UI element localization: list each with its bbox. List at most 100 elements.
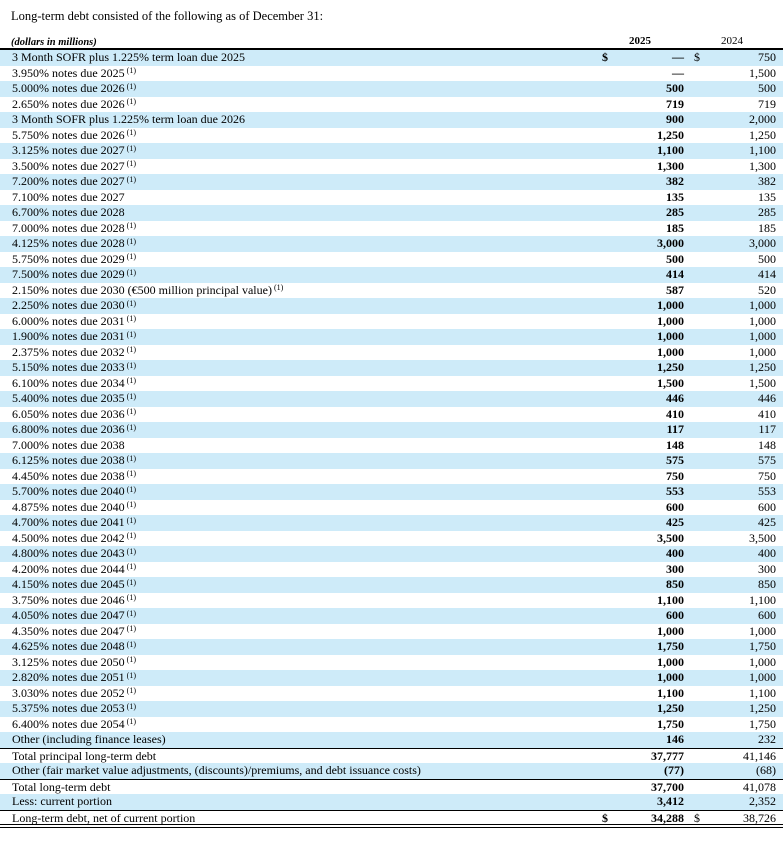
dollar-sign (688, 376, 694, 392)
value-2024: 2,352 (688, 794, 776, 810)
dollar-sign (688, 469, 694, 485)
row-label: 4.050% notes due 2047 (1) (0, 608, 596, 624)
row-label-text: Total long-term debt (12, 779, 111, 794)
value-2025: 3,500 (596, 531, 684, 547)
footnote-marker: (1) (126, 546, 136, 556)
value-2025: 425 (596, 515, 684, 531)
long-term-debt-table: (dollars in millions) 2025 2024 3 Month … (0, 32, 783, 828)
row-label: 4.700% notes due 2041 (1) (0, 515, 596, 531)
row-label: 5.000% notes due 2026 (1) (0, 81, 596, 97)
value-2024-amount: 446 (758, 391, 776, 405)
row-label: 4.150% notes due 2045 (1) (0, 577, 596, 593)
value-2025: 1,500 (596, 376, 684, 392)
dollar-sign (688, 732, 694, 748)
row-label: 3 Month SOFR plus 1.225% term loan due 2… (0, 112, 596, 128)
table-row: 3 Month SOFR plus 1.225% term loan due 2… (0, 50, 783, 66)
value-2024-amount: 3,500 (749, 530, 776, 545)
value-2024-amount: 1,250 (749, 360, 776, 374)
value-2025: 1,000 (596, 314, 684, 330)
value-2024-amount: 1,250 (749, 701, 776, 715)
value-2025: 410 (596, 407, 684, 423)
table-header-row: (dollars in millions) 2025 2024 (0, 32, 783, 50)
value-2025: 1,250 (596, 360, 684, 376)
footnote-marker: (1) (126, 717, 136, 726)
dollar-sign (596, 639, 602, 655)
dollar-sign (688, 763, 694, 779)
table-row: 7.100% notes due 2027 135 135 (0, 189, 783, 205)
value-2025-amount: 37,777 (651, 748, 684, 763)
dollar-sign (596, 577, 602, 593)
value-2024-amount: (68) (756, 763, 776, 777)
dollar-sign (688, 407, 694, 423)
value-2025: 553 (596, 484, 684, 500)
value-2024: 41,146 (688, 749, 776, 764)
row-label-text: 6.050% notes due 2036 (12, 406, 125, 421)
row-label-text: 7.000% notes due 2038 (12, 437, 125, 452)
value-2025-amount: 146 (666, 732, 684, 746)
dollar-sign: $ (602, 810, 608, 825)
value-2025-amount: 850 (666, 577, 684, 591)
table-row: 3.750% notes due 2046 (1) 1,100 1,100 (0, 592, 783, 608)
table-row: Long-term debt, net of current portion $… (0, 809, 783, 828)
dollar-sign (596, 749, 602, 764)
row-label: 3.125% notes due 2027 (1) (0, 143, 596, 159)
value-2025: 285 (596, 205, 684, 221)
value-2024: 3,500 (688, 531, 776, 547)
value-2025-amount: 600 (666, 499, 684, 514)
value-2025-amount: 587 (666, 282, 684, 297)
value-2025-amount: 285 (666, 205, 684, 219)
value-2025: 850 (596, 577, 684, 593)
footnote-marker: (1) (126, 639, 136, 649)
value-2025: 1,000 (596, 345, 684, 361)
row-label: 5.750% notes due 2026 (1) (0, 128, 596, 144)
value-2025: 1,100 (596, 143, 684, 159)
value-2025-amount: 1,000 (657, 329, 684, 343)
dollar-sign (688, 97, 694, 113)
table-row: 5.750% notes due 2029 (1) 500 500 (0, 251, 783, 268)
value-2024: 553 (688, 484, 776, 500)
value-2024-amount: 1,750 (749, 716, 776, 731)
value-2025: 500 (596, 252, 684, 268)
dollar-sign (596, 717, 602, 733)
value-2025-amount: (77) (664, 763, 684, 777)
value-2025-amount: 1,250 (657, 360, 684, 374)
row-label-text: 3.500% notes due 2027 (12, 158, 125, 173)
table-row: 6.700% notes due 2028 285 285 (0, 205, 783, 221)
row-label: 5.400% notes due 2035 (1) (0, 391, 596, 407)
dollar-sign (688, 159, 694, 175)
dollar-sign (596, 515, 602, 531)
value-2025-amount: 553 (666, 484, 684, 498)
dollar-sign (688, 639, 694, 655)
value-2024: 446 (688, 391, 776, 407)
row-label: 7.500% notes due 2029 (1) (0, 267, 596, 283)
row-label: 6.400% notes due 2054 (1) (0, 717, 596, 733)
row-label-text: 6.000% notes due 2031 (12, 313, 125, 328)
row-label-text: 6.700% notes due 2028 (12, 205, 125, 219)
value-2025-amount: 425 (666, 515, 684, 529)
value-2024: 1,100 (688, 143, 776, 159)
footnote-marker: (1) (126, 670, 136, 680)
row-label: 4.200% notes due 2044 (1) (0, 562, 596, 578)
footnote-marker: (1) (126, 562, 136, 571)
row-label: 6.100% notes due 2034 (1) (0, 376, 596, 392)
row-label: 4.350% notes due 2047 (1) (0, 624, 596, 640)
value-2024: 400 (688, 546, 776, 562)
row-label: 7.200% notes due 2027 (1) (0, 174, 596, 190)
value-2025: 500 (596, 81, 684, 97)
value-2024: 1,000 (688, 298, 776, 314)
table-row: 4.875% notes due 2040 (1) 600 600 (0, 499, 783, 515)
dollar-sign (596, 562, 602, 578)
value-2025-amount: 719 (666, 96, 684, 111)
row-label-text: 2.820% notes due 2051 (12, 670, 125, 684)
value-2025: (77) (596, 763, 684, 779)
row-label: 5.750% notes due 2029 (1) (0, 252, 596, 268)
value-2024-amount: 1,750 (749, 639, 776, 653)
row-label-text: 7.200% notes due 2027 (12, 174, 125, 188)
value-2025-amount: 500 (666, 81, 684, 95)
row-label: Total principal long-term debt (0, 749, 596, 764)
table-row: 4.625% notes due 2048 (1) 1,750 1,750 (0, 639, 783, 655)
footnote-marker: (1) (126, 345, 136, 354)
dollar-sign (688, 686, 694, 702)
value-2025: 900 (596, 112, 684, 128)
footnote-marker: (1) (126, 624, 136, 633)
